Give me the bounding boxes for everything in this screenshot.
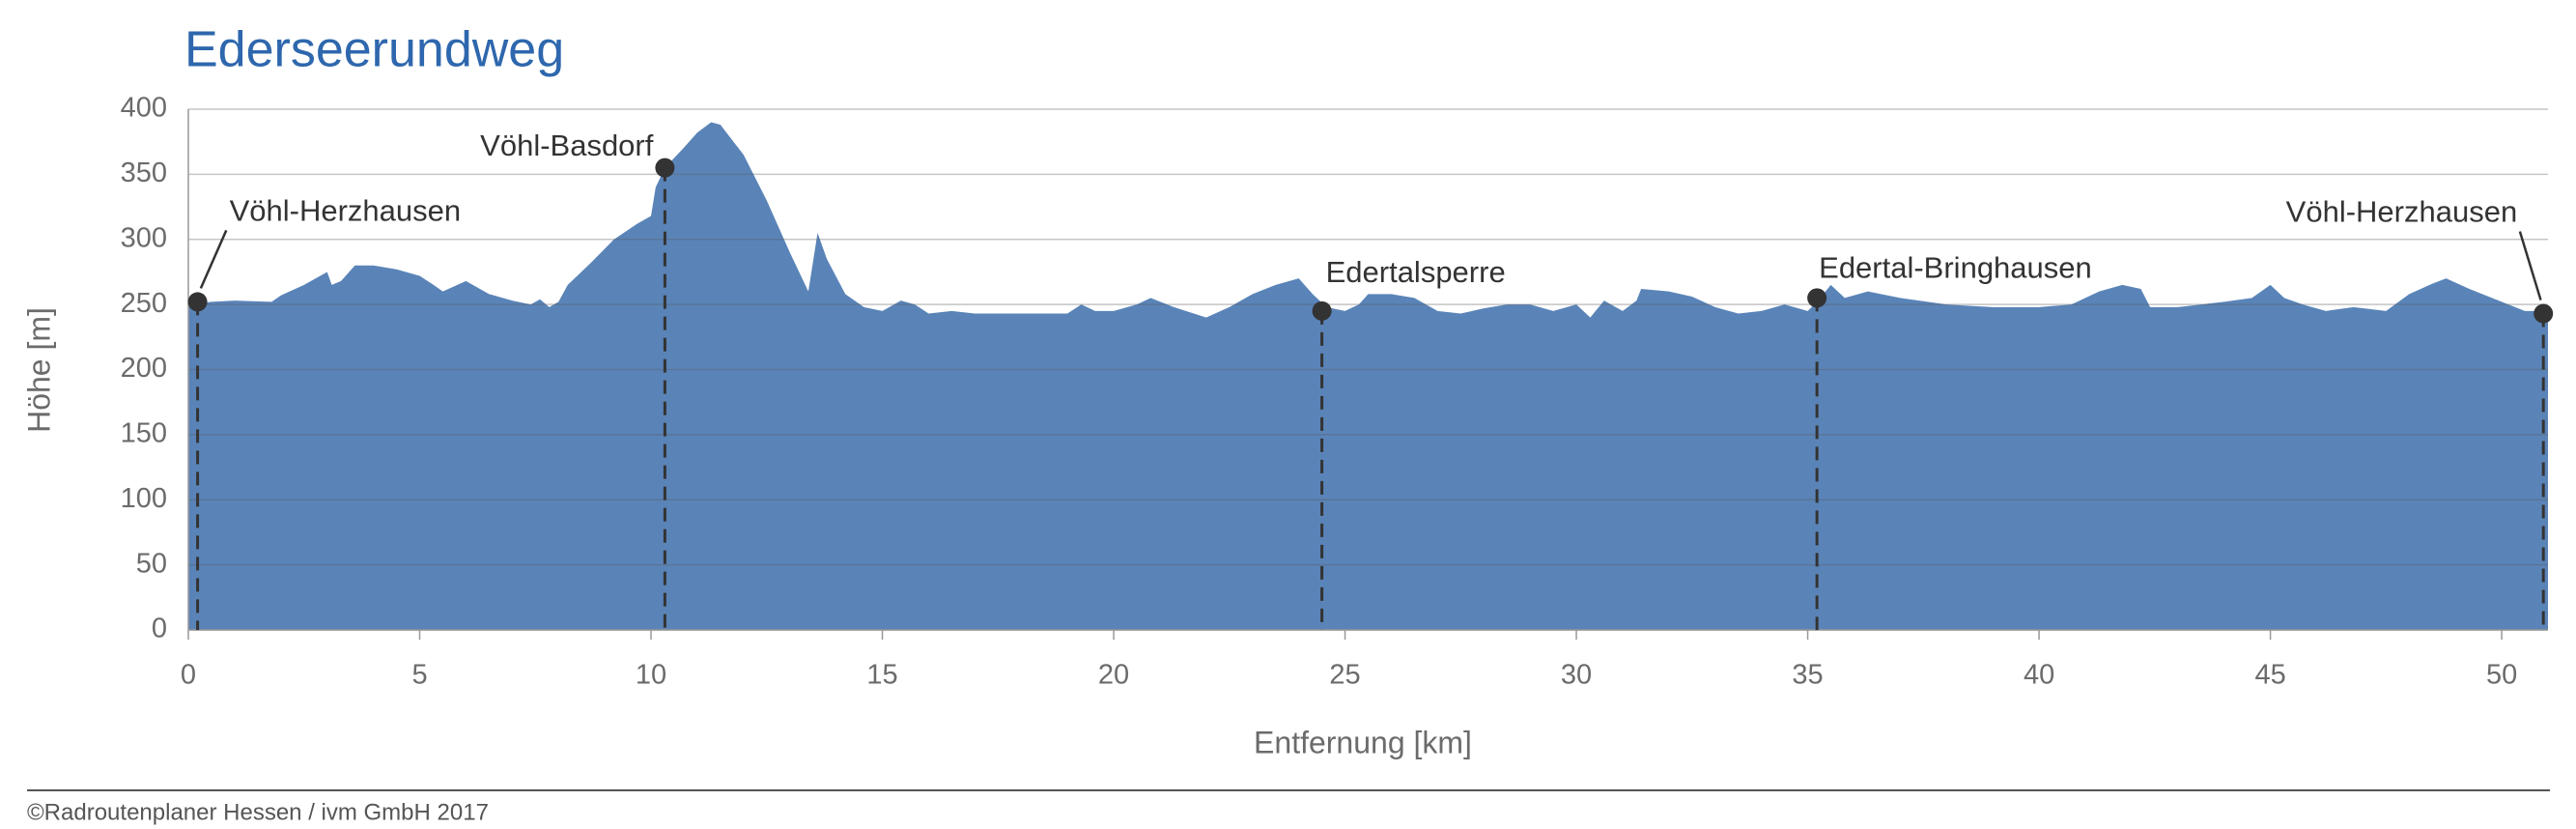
- marker: [2534, 303, 2554, 324]
- y-tick-label: 50: [136, 548, 167, 579]
- y-axis-label: Höhe [m]: [21, 307, 56, 433]
- y-tick-label: 300: [121, 222, 167, 253]
- y-tick-label: 350: [121, 157, 167, 188]
- marker-label: Edertal-Bringhausen: [1819, 251, 2092, 285]
- marker: [655, 157, 675, 178]
- x-tick-label: 10: [636, 660, 666, 691]
- chart-title: Ederseerundweg: [184, 22, 564, 78]
- marker-leader: [2518, 231, 2542, 300]
- x-tick-label: 20: [1098, 660, 1129, 691]
- y-tick-label: 250: [121, 288, 167, 319]
- x-tick-label: 15: [866, 660, 897, 691]
- y-tick-label: 0: [152, 614, 167, 644]
- marker-label: Vöhl-Herzhausen: [230, 194, 462, 228]
- marker-label: Vöhl-Herzhausen: [2286, 195, 2518, 229]
- marker: [1807, 288, 1827, 308]
- x-tick-label: 40: [2024, 660, 2054, 691]
- marker: [1312, 300, 1332, 321]
- marker: [187, 292, 208, 312]
- y-tick-label: 200: [121, 353, 167, 384]
- y-tick-label: 100: [121, 483, 167, 514]
- x-tick-label: 25: [1329, 660, 1360, 691]
- x-tick-label: 0: [181, 660, 196, 691]
- x-tick-label: 5: [411, 660, 427, 691]
- elevation-area: [188, 122, 2548, 631]
- y-tick-label: 150: [121, 418, 167, 449]
- marker-label: Vöhl-Basdorf: [480, 129, 654, 162]
- x-tick-label: 35: [1792, 660, 1823, 691]
- marker-leader: [199, 229, 228, 289]
- x-tick-label: 30: [1561, 660, 1592, 691]
- footer: ©Radroutenplaner Hessen / ivm GmbH 2017: [27, 799, 489, 825]
- y-tick-label: 400: [121, 93, 167, 124]
- marker-label: Edertalsperre: [1326, 255, 1506, 289]
- x-tick-label: 45: [2254, 660, 2285, 691]
- x-tick-label: 50: [2486, 660, 2517, 691]
- x-axis-label: Entfernung [km]: [1254, 725, 1472, 759]
